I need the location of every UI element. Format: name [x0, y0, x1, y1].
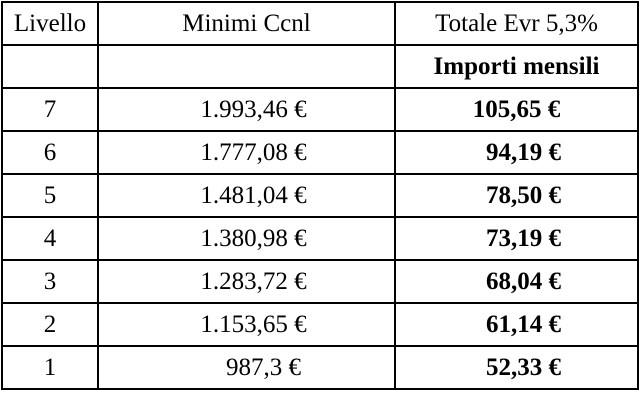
cell-minimi: 1.993,46 € [97, 87, 396, 132]
minimi-value: 1.283,72 € [200, 268, 307, 295]
cell-livello: 7 [1, 87, 99, 132]
minimi-value: 1.153,65 € [200, 311, 307, 338]
importo-value: 94,19 € [486, 139, 561, 166]
cell-minimi: 1.283,72 € [97, 259, 396, 304]
header-minimi-ccnl: Minimi Ccnl [97, 1, 396, 46]
salary-table: Livello Minimi Ccnl Totale Evr 5,3% Impo… [1, 1, 639, 390]
table-row: 3 1.283,72 € 68,04 € [1, 259, 639, 304]
cell-importo: 73,19 € [394, 216, 639, 261]
header-row: Livello Minimi Ccnl Totale Evr 5,3% [1, 1, 639, 46]
header-livello: Livello [1, 1, 99, 46]
cell-importo: 68,04 € [394, 259, 639, 304]
table-row: 2 1.153,65 € 61,14 € [1, 302, 639, 347]
cell-importo: 52,33 € [394, 345, 639, 390]
cell-livello: 5 [1, 173, 99, 218]
cell-livello: 1 [1, 345, 99, 390]
cell-minimi: 987,3 € [97, 345, 396, 390]
subheader-empty-2 [97, 44, 396, 89]
cell-importo: 94,19 € [394, 130, 639, 175]
importo-value: 61,14 € [486, 311, 561, 338]
minimi-value: 1.380,98 € [200, 225, 307, 252]
importo-value: 68,04 € [486, 268, 561, 295]
cell-livello: 3 [1, 259, 99, 304]
table-row: 7 1.993,46 € 105,65 € [1, 87, 639, 132]
table-row: 1 987,3 € 52,33 € [1, 345, 639, 390]
cell-livello: 2 [1, 302, 99, 347]
header-totale-evr: Totale Evr 5,3% [394, 1, 639, 46]
cell-minimi: 1.777,08 € [97, 130, 396, 175]
cell-minimi: 1.153,65 € [97, 302, 396, 347]
cell-minimi: 1.380,98 € [97, 216, 396, 261]
cell-minimi: 1.481,04 € [97, 173, 396, 218]
table-row: 6 1.777,08 € 94,19 € [1, 130, 639, 175]
cell-livello: 4 [1, 216, 99, 261]
cell-importo: 105,65 € [394, 87, 639, 132]
cell-importo: 61,14 € [394, 302, 639, 347]
cell-livello: 6 [1, 130, 99, 175]
minimi-value: 1.481,04 € [200, 182, 307, 209]
minimi-value: 1.993,46 € [200, 96, 307, 123]
header-importi-mensili: Importi mensili [394, 44, 639, 89]
cell-importo: 78,50 € [394, 173, 639, 218]
subheader-empty-1 [1, 44, 99, 89]
table-row: 5 1.481,04 € 78,50 € [1, 173, 639, 218]
minimi-value: 1.777,08 € [200, 139, 307, 166]
importo-value: 78,50 € [486, 182, 561, 209]
importo-value: 73,19 € [486, 225, 561, 252]
subheader-row: Importi mensili [1, 44, 639, 89]
minimi-value: 987,3 € [226, 354, 301, 381]
importo-value: 52,33 € [486, 354, 561, 381]
table-row: 4 1.380,98 € 73,19 € [1, 216, 639, 261]
